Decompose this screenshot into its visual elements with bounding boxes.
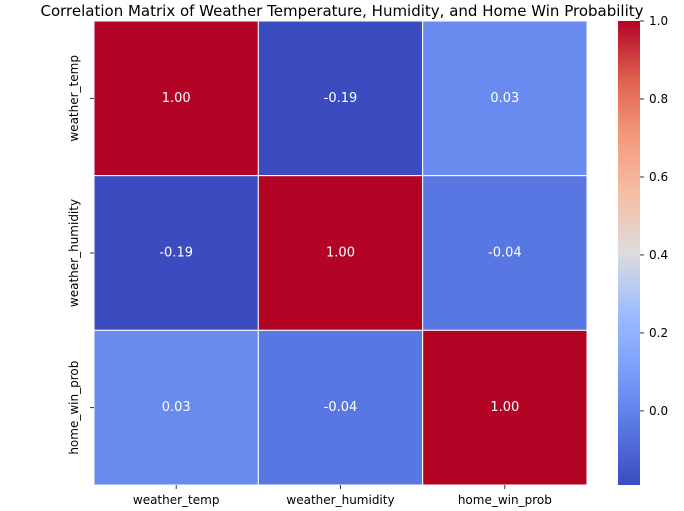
cell-value-label-home_win_prob-home_win_prob: 1.00 <box>490 400 519 415</box>
heatmap-cell-weather_temp-home_win_prob <box>422 20 588 177</box>
cell-value-label-weather_temp-weather_humidity: -0.19 <box>324 91 358 106</box>
heatmap-cell-weather_humidity-weather_temp <box>93 175 259 331</box>
colorbar-gradient <box>618 21 640 485</box>
y-tick-label-home_win_prob: home_win_prob <box>67 361 81 455</box>
cell-value-label-home_win_prob-weather_temp: 0.03 <box>162 400 191 415</box>
cell-value-label-home_win_prob-weather_humidity: -0.04 <box>324 400 358 415</box>
heatmap-cells: 1.00 -0.19 0.03 -0.19 1.00 -0.04 0.03 -0.04 1.00 <box>93 20 588 486</box>
y-tick-label-weather_humidity: weather_humidity <box>67 199 81 307</box>
colorbar-tick-label-3: 0.6 <box>649 170 668 184</box>
cell-value-label-weather_humidity-home_win_prob: -0.04 <box>488 246 522 261</box>
colorbar: 0.0 0.2 0.4 0.6 0.8 1.0 <box>618 14 668 485</box>
x-tick-label-weather_humidity: weather_humidity <box>286 493 394 507</box>
cell-value-label-weather_temp-weather_temp: 1.00 <box>162 91 191 106</box>
cell-value-label-weather_humidity-weather_humidity: 1.00 <box>326 246 355 261</box>
x-axis-tick-labels: weather_temp weather_humidity home_win_pro… <box>133 485 552 507</box>
heatmap-cell-home_win_prob-weather_humidity <box>257 329 424 486</box>
colorbar-tick-label-2: 0.4 <box>649 248 668 262</box>
cell-value-label-weather_humidity-weather_temp: -0.19 <box>159 246 193 261</box>
cell-value-label-weather_temp-home_win_prob: 0.03 <box>490 91 519 106</box>
y-axis-tick-labels: weather_temp weather_humidity home_win_pro… <box>67 55 94 455</box>
heatmap-cell-weather_temp-weather_humidity <box>257 20 424 177</box>
colorbar-tick-label-0: 0.0 <box>649 404 668 418</box>
y-tick-label-weather_temp: weather_temp <box>67 55 81 142</box>
heatmap-cell-weather_humidity-weather_humidity <box>257 175 424 331</box>
heatmap-cell-weather_humidity-home_win_prob <box>422 175 588 331</box>
colorbar-tick-label-5: 1.0 <box>649 14 668 28</box>
x-tick-label-weather_temp: weather_temp <box>133 493 220 507</box>
heatmap-cell-weather_temp-weather_temp <box>93 20 259 177</box>
heatmap-cell-home_win_prob-weather_temp <box>93 329 259 486</box>
colorbar-tick-label-1: 0.2 <box>649 326 668 340</box>
colorbar-tick-label-4: 0.8 <box>649 92 668 106</box>
chart-title: Correlation Matrix of Weather Temperatur… <box>40 2 643 20</box>
x-tick-label-home_win_prob: home_win_prob <box>458 493 552 507</box>
